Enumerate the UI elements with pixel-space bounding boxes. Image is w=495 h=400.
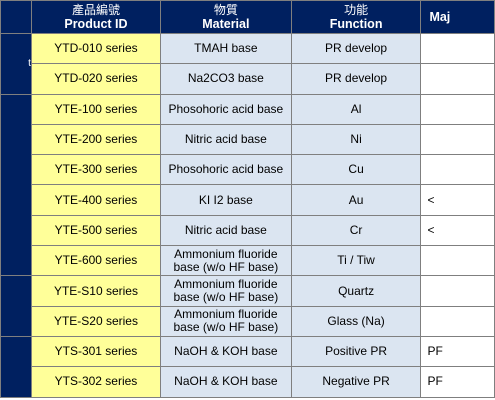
product-id-cell: YTE-S20 series [30,305,161,337]
product-id-header: 產品編號 Product ID [30,0,161,34]
table-row: YTE-500 series Nitric acid base Cr < [1,214,495,247]
major-cell: < [420,214,495,247]
table-row: YTS-301 series NaOH & KOH base Positive … [0,335,495,398]
group-stub-glass [0,275,32,337]
function-cell: PR develop [290,63,422,95]
function-cell: PR develop [290,32,422,65]
product-id-cell: YTE-300 series [30,154,161,186]
product-id-cell: YTS-302 series [30,366,161,398]
function-header-cn: 功能 [344,3,369,17]
product-id-header-cn: 產品編號 [71,3,120,17]
major-cell: PF [420,335,495,368]
product-id-cell: YTE-S10 series [30,275,161,307]
major-cell: PF [420,366,495,398]
function-header-en: Function [329,17,383,31]
major-cell [420,123,495,156]
material-header-cn: 物質 [213,3,238,17]
table-row: YTE-600 series Ammonium fluoride base (w… [1,245,495,277]
function-cell: Negative PR [290,366,422,398]
product-id-cell: YTE-400 series [30,184,161,216]
major-cell: < [420,184,495,216]
product-id-cell: YTE-100 series [30,93,161,125]
product-id-cell: YTE-500 series [30,214,161,247]
product-id-cell: YTD-010 series [30,32,161,65]
major-cell [420,245,495,277]
material-cell: Nitric acid base [159,123,292,156]
material-cell: Ammonium fluoride base (w/o HF base) [159,305,292,337]
material-cell: Nitric acid base [159,214,292,247]
major-cell [420,93,495,125]
group-stub-etchant [0,93,32,277]
function-cell: Au [290,184,422,216]
table-row: YTE-S20 series Ammonium fluoride base (w… [1,305,495,337]
function-header: 功能 Function [290,0,422,34]
group-header-cell [0,0,32,34]
material-cell: KI I2 base [159,184,292,216]
table-row: YTE-100 series Phosohoric acid base Al [0,93,495,277]
material-cell: Ammonium fluoride base (w/o HF base) [159,275,292,307]
table-row: YTS-302 series NaOH & KOH base Negative … [1,366,495,398]
major-cell [420,32,495,65]
table-row: YTE-300 series Phosohoric acid base Cu [1,154,495,186]
group-stub-stripper [0,335,32,398]
material-cell: Ammonium fluoride base (w/o HF base) [159,245,292,277]
function-cell: Glass (Na) [290,305,422,337]
function-cell: Positive PR [290,335,422,368]
major-cell [420,305,495,337]
material-cell: TMAH base [159,32,292,65]
major-cell [420,63,495,95]
product-id-cell: YTD-020 series [30,63,161,95]
product-id-cell: YTE-200 series [30,123,161,156]
table-row: YTE-400 series KI I2 base Au < [1,184,495,216]
material-cell: Na2CO3 base [159,63,292,95]
product-id-header-en: Product ID [64,17,128,31]
table-row: YTD-020 series Na2CO3 base PR develop [1,63,495,95]
function-cell: Ti / Tiw [290,245,422,277]
table-row: t YTD-010 series TMAH base PR develop [0,32,495,95]
function-cell: Al [290,93,422,125]
major-header: Maj [420,0,495,34]
function-cell: Cr [290,214,422,247]
group-stub-developer: t [0,33,32,95]
product-id-cell: YTE-600 series [30,245,161,277]
function-cell: Cu [290,154,422,186]
material-header: 物質 Material [159,0,292,34]
function-cell: Quartz [290,275,422,307]
product-id-cell: YTS-301 series [30,335,161,368]
major-cell [420,154,495,186]
material-cell: Phosohoric acid base [159,154,292,186]
material-header-en: Material [202,17,250,31]
major-cell [420,275,495,307]
material-cell: NaOH & KOH base [159,335,292,368]
function-cell: Ni [290,123,422,156]
material-cell: NaOH & KOH base [159,366,292,398]
material-cell: Phosohoric acid base [159,93,292,125]
table-row: YTE-200 series Nitric acid base Ni [1,123,495,156]
table-row: YTE-S10 series Ammonium fluoride base (w… [0,275,495,337]
header-row: 產品編號 Product ID 物質 Material 功能 Function … [0,0,495,34]
major-header-en: Maj [429,10,451,24]
